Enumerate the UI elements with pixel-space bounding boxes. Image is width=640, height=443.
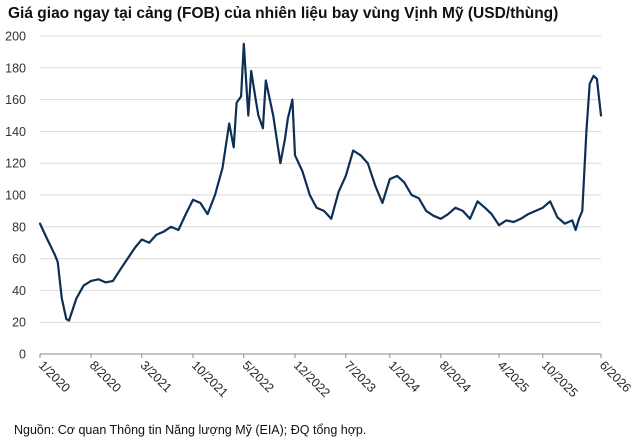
y-tick-label: 180 <box>5 61 26 75</box>
y-tick-label: 200 <box>5 30 26 44</box>
y-tick-label: 140 <box>5 125 26 139</box>
y-tick-label: 60 <box>12 252 26 266</box>
x-tick-label: 8/2024 <box>437 358 474 395</box>
x-tick-label: 1/2020 <box>36 358 73 395</box>
x-tick-label: 3/2021 <box>138 358 175 395</box>
x-tick-label: 10/2021 <box>189 358 231 400</box>
series-line <box>38 42 603 322</box>
y-tick-label: 40 <box>12 284 26 298</box>
x-tick-label: 5/2022 <box>240 358 277 395</box>
y-tick-label: 80 <box>12 220 26 234</box>
y-tick-label: 0 <box>19 348 26 362</box>
x-tick-label: 12/2022 <box>291 358 333 400</box>
source-note: Nguồn: Cơ quan Thông tin Năng lượng Mỹ (… <box>14 423 367 437</box>
y-tick-label: 120 <box>5 157 26 171</box>
y-axis: 0 20 40 60 80 100 120 140 160 180 200 <box>5 30 26 362</box>
x-tick-label: 6/2026 <box>597 358 634 395</box>
chart-title: Giá giao ngay tại cảng (FOB) của nhiên l… <box>8 5 559 22</box>
x-tick-label: 1/2024 <box>386 358 423 395</box>
x-tick-label: 7/2023 <box>342 358 379 395</box>
x-tick-label: 8/2020 <box>87 358 124 395</box>
series-layer <box>38 42 603 322</box>
y-tick-label: 20 <box>12 316 26 330</box>
y-tick-label: 160 <box>5 93 26 107</box>
x-tick-label: 4/2025 <box>495 358 532 395</box>
y-tick-label: 100 <box>5 189 26 203</box>
x-tick-label: 10/2025 <box>539 358 581 400</box>
x-axis: 1/2020 8/2020 3/2021 10/2021 5/2022 12/2022 7/… <box>36 353 634 400</box>
gridlines <box>40 35 601 323</box>
